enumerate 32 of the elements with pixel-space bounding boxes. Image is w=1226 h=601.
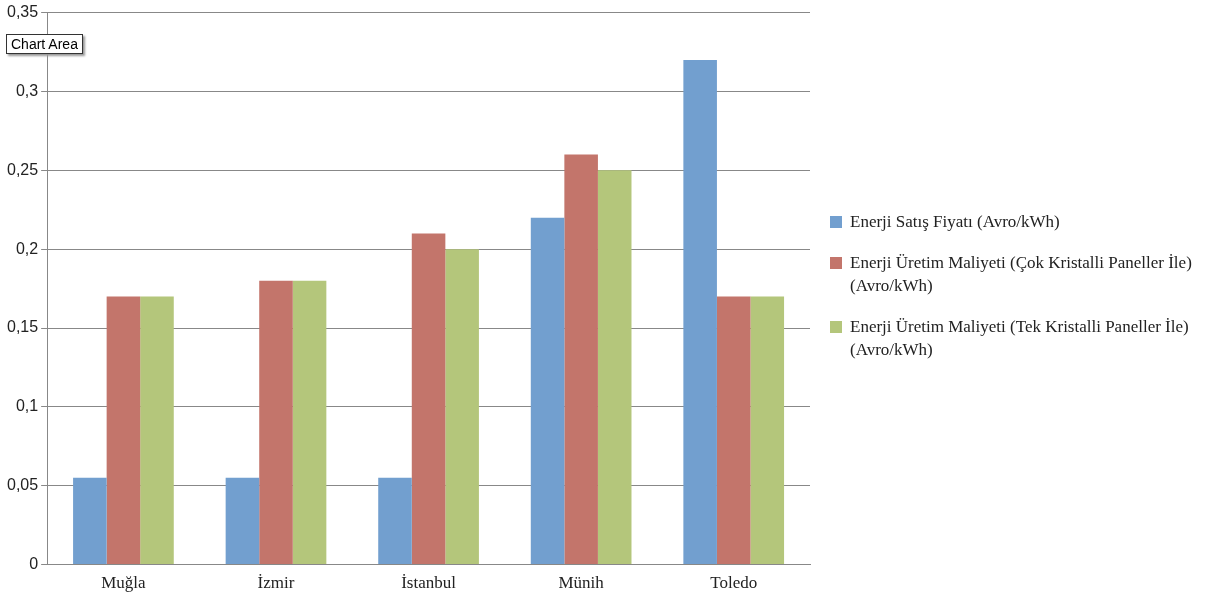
bar bbox=[530, 217, 565, 565]
y-tick-label: 0,25 bbox=[7, 160, 39, 178]
y-tick-label: 0,15 bbox=[7, 318, 39, 336]
bar bbox=[140, 296, 174, 565]
x-tick-label: İstanbul bbox=[401, 573, 457, 593]
bar bbox=[225, 477, 260, 565]
legend-label: Enerji Üretim Maliyeti (Çok Kristalli Paneller İle)(Avro/kWh) bbox=[850, 252, 1193, 297]
annotation: Chart Area bbox=[6, 34, 83, 54]
legend-label: Enerji Satış Fiyatı (Avro/kWh) bbox=[850, 211, 1060, 233]
bar bbox=[564, 154, 598, 565]
x-tick-label: Münih bbox=[558, 573, 605, 593]
bar bbox=[378, 477, 412, 565]
y-tick-label: 0,35 bbox=[7, 3, 39, 21]
bar bbox=[292, 280, 327, 565]
bar bbox=[73, 477, 107, 565]
y-tick-label: 0,1 bbox=[15, 397, 39, 415]
y-tick-label: 0,2 bbox=[15, 239, 39, 257]
y-tick-label: 0,05 bbox=[7, 476, 39, 494]
bar bbox=[597, 170, 632, 565]
legend-label: Enerji Üretim Maliyeti (Tek Kristalli Paneller İle)(Avro/kWh) bbox=[850, 316, 1190, 361]
x-tick-label: Muğla bbox=[101, 573, 147, 593]
y-tick-label: 0 bbox=[29, 555, 39, 573]
bar bbox=[445, 249, 479, 565]
bar bbox=[750, 296, 785, 565]
bar bbox=[259, 280, 293, 565]
x-tick-label: İzmir bbox=[257, 573, 295, 593]
bar bbox=[411, 233, 446, 565]
bar bbox=[716, 296, 751, 565]
x-tick-label: Toledo bbox=[710, 573, 758, 593]
bar bbox=[106, 296, 141, 565]
y-tick-label: 0,3 bbox=[15, 81, 39, 99]
bar bbox=[683, 59, 717, 565]
